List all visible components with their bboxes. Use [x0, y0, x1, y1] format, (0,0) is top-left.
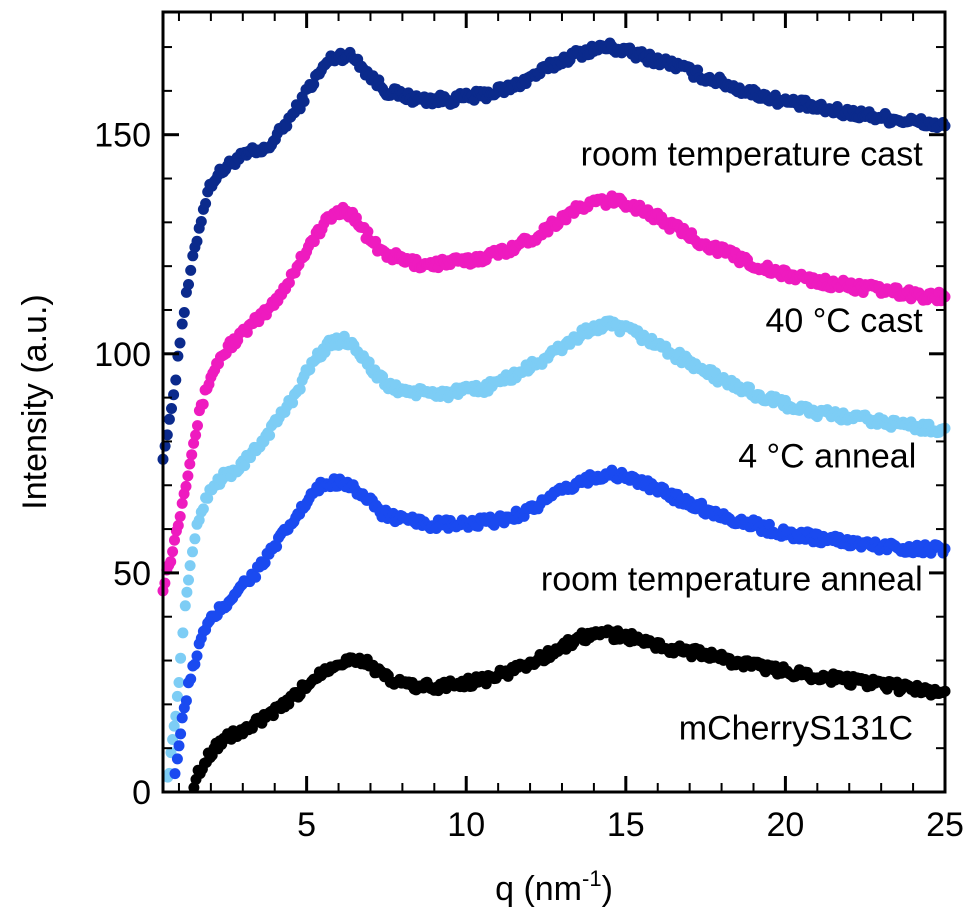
data-point [191, 650, 203, 662]
data-point [308, 78, 320, 90]
series-label: mCherryS131C [679, 709, 913, 747]
data-point [172, 520, 184, 531]
plot-frame [161, 10, 947, 794]
data-point [239, 460, 251, 472]
data-point [250, 571, 262, 583]
data-point [186, 449, 198, 461]
data-point [177, 627, 189, 639]
x-axis-label-superscript: -1 [582, 866, 602, 891]
data-point [182, 470, 194, 482]
data-point [184, 458, 196, 470]
y-tick-label: 0 [132, 774, 151, 812]
data-point [283, 277, 295, 289]
data-point [294, 383, 306, 395]
data-point [168, 720, 180, 732]
data-point [191, 235, 203, 247]
data-point [171, 753, 183, 765]
data-point [184, 560, 196, 572]
label-layer: room temperature cast 40 °C cast 4 °C anne… [541, 135, 923, 747]
x-axis-label-main: q (nm [495, 870, 582, 908]
tick-layer: 5 10 15 20 25 0 50 100 150 [94, 12, 964, 844]
data-point [173, 677, 185, 688]
data-point [166, 403, 177, 414]
data-point [377, 370, 389, 382]
data-point [190, 429, 202, 441]
data-point [173, 740, 185, 752]
x-tick-label: 5 [297, 806, 316, 844]
data-point [197, 398, 209, 410]
y-axis-label: Intensity (a.u.) [16, 294, 54, 509]
series-layer [157, 37, 951, 794]
x-tick-label: 10 [447, 806, 485, 844]
data-point [287, 397, 299, 409]
series-label: 40 °C cast [765, 302, 923, 340]
data-point [363, 356, 375, 368]
data-point [169, 534, 180, 546]
data-point [175, 728, 187, 740]
data-point [197, 503, 209, 515]
data-point [175, 652, 187, 664]
data-point [308, 236, 320, 248]
data-point [187, 250, 199, 262]
data-point [200, 198, 212, 209]
series-label: room temperature anneal [541, 560, 923, 598]
data-point [271, 541, 283, 553]
data-point [281, 120, 293, 132]
data-point [180, 480, 192, 492]
data-point [264, 429, 276, 441]
data-point [195, 216, 207, 227]
data-point [183, 574, 194, 586]
series-room-temperature-anneal [169, 464, 951, 780]
data-point [174, 337, 186, 349]
series-label: 4 °C anneal [738, 438, 916, 476]
y-tick-label: 150 [94, 117, 151, 155]
data-point [189, 533, 201, 545]
x-tick-label: 25 [926, 806, 964, 844]
data-point [187, 546, 198, 558]
data-point [163, 413, 175, 425]
series-room-temperature-cast [157, 37, 951, 465]
data-point [172, 350, 184, 362]
data-point [165, 556, 177, 568]
data-point [181, 586, 193, 598]
data-point [362, 226, 374, 238]
data-point [188, 437, 200, 449]
data-point [178, 307, 190, 318]
x-axis-label: q (nm-1) [495, 866, 613, 908]
y-tick-label: 50 [113, 555, 151, 593]
data-point [161, 429, 173, 441]
data-point [176, 497, 188, 509]
data-point [159, 577, 171, 589]
data-point [179, 600, 191, 612]
data-point [259, 557, 271, 569]
data-point [176, 712, 188, 724]
x-tick-label: 15 [607, 806, 645, 844]
series-label: room temperature cast [581, 135, 924, 173]
data-point [170, 374, 182, 386]
data-point [174, 511, 186, 522]
series-mcherrys131c [188, 624, 951, 794]
data-point [298, 96, 310, 107]
series-4-c-anneal [162, 315, 951, 783]
data-point [202, 492, 214, 504]
data-point [171, 690, 183, 702]
data-point [180, 695, 192, 707]
x-tick-label: 20 [766, 806, 804, 844]
data-point [185, 673, 197, 685]
data-point [183, 279, 194, 290]
data-point [169, 768, 181, 780]
y-tick-label: 100 [94, 336, 151, 374]
data-point [167, 546, 179, 558]
data-point [185, 264, 197, 276]
data-point [176, 318, 188, 330]
data-point [192, 420, 203, 432]
x-axis-label-tail: ) [602, 870, 613, 908]
data-point [189, 658, 201, 670]
